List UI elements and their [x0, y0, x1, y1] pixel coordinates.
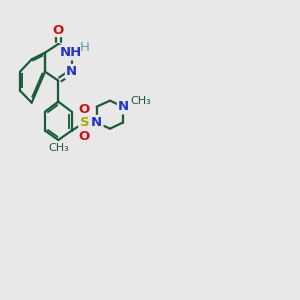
Text: N: N: [66, 65, 77, 78]
Text: O: O: [79, 103, 90, 116]
Text: N: N: [91, 116, 102, 129]
Text: O: O: [53, 24, 64, 37]
Text: CH₃: CH₃: [48, 143, 69, 153]
Text: NH: NH: [59, 46, 82, 59]
Text: N: N: [118, 100, 129, 113]
Text: CH₃: CH₃: [131, 96, 152, 106]
Text: H: H: [80, 41, 90, 54]
Text: S: S: [80, 116, 89, 129]
Text: O: O: [79, 130, 90, 142]
